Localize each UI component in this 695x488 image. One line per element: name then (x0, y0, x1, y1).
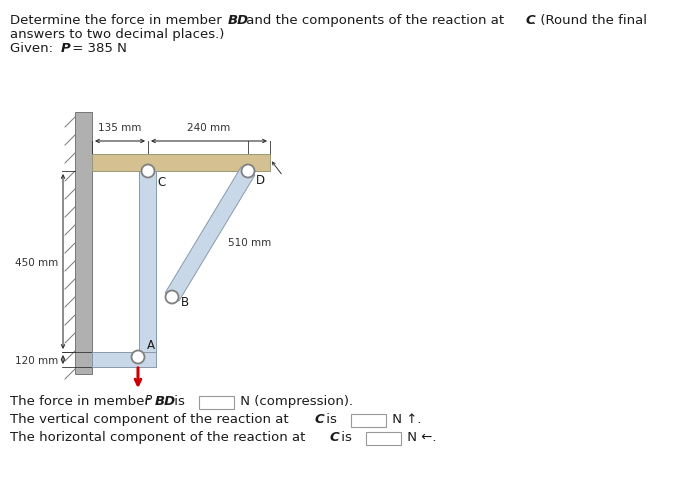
Text: is: is (336, 430, 356, 443)
Text: answers to two decimal places.): answers to two decimal places.) (10, 28, 224, 41)
Circle shape (165, 291, 179, 304)
Text: N ←.: N ←. (402, 430, 436, 443)
Bar (92, 155, 270, 172)
Polygon shape (165, 167, 255, 302)
Text: 120 mm: 120 mm (15, 355, 58, 365)
Text: Given:: Given: (10, 42, 57, 55)
Text: is: is (322, 412, 341, 425)
Text: C: C (157, 176, 165, 189)
Text: The horizontal component of the reaction at: The horizontal component of the reaction… (10, 430, 310, 443)
Text: P: P (60, 42, 71, 55)
Bar (199, 396, 234, 409)
Bar (351, 414, 386, 427)
Bar (92, 352, 156, 367)
Text: is: is (170, 394, 189, 407)
Text: C: C (329, 430, 339, 443)
Text: C: C (525, 14, 535, 27)
Text: . (Round the final: . (Round the final (532, 14, 648, 27)
Text: P: P (145, 393, 152, 406)
Text: The vertical component of the reaction at: The vertical component of the reaction a… (10, 412, 293, 425)
Text: C: C (315, 412, 325, 425)
Text: B: B (181, 296, 189, 309)
Text: 135 mm: 135 mm (98, 123, 142, 133)
Text: BD: BD (228, 14, 249, 27)
Text: N ↑.: N ↑. (388, 412, 422, 425)
Circle shape (241, 165, 254, 178)
Text: 510 mm: 510 mm (228, 238, 271, 247)
Bar (75, 113, 92, 374)
Text: A: A (147, 338, 155, 351)
Text: 240 mm: 240 mm (188, 123, 231, 133)
Text: Determine the force in member: Determine the force in member (10, 14, 226, 27)
Text: The force in member: The force in member (10, 394, 154, 407)
Text: BD: BD (155, 394, 177, 407)
Circle shape (131, 351, 145, 364)
Bar (366, 432, 400, 445)
Text: 450 mm: 450 mm (15, 257, 58, 267)
Text: N (compression).: N (compression). (236, 394, 353, 407)
Text: and the components of the reaction at: and the components of the reaction at (243, 14, 509, 27)
Bar (139, 172, 156, 357)
Circle shape (142, 165, 154, 178)
Text: = 385 N: = 385 N (68, 42, 127, 55)
Text: D: D (256, 174, 265, 186)
